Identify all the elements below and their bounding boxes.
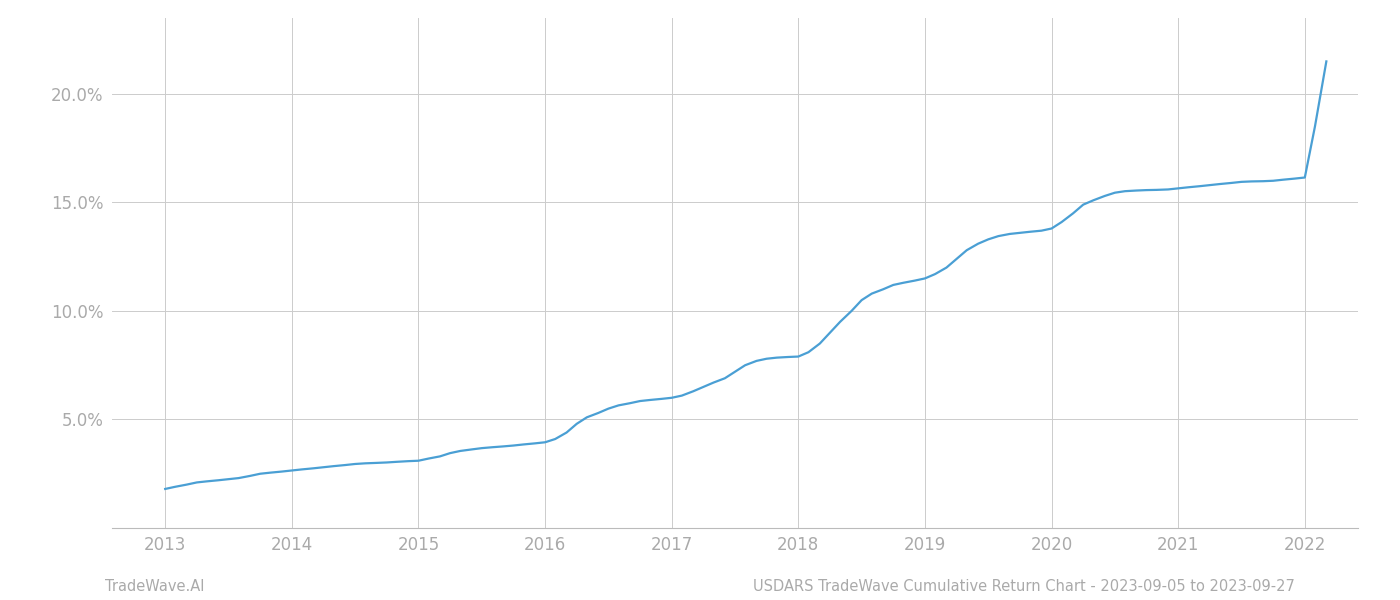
Text: USDARS TradeWave Cumulative Return Chart - 2023-09-05 to 2023-09-27: USDARS TradeWave Cumulative Return Chart… — [753, 579, 1295, 594]
Text: TradeWave.AI: TradeWave.AI — [105, 579, 204, 594]
